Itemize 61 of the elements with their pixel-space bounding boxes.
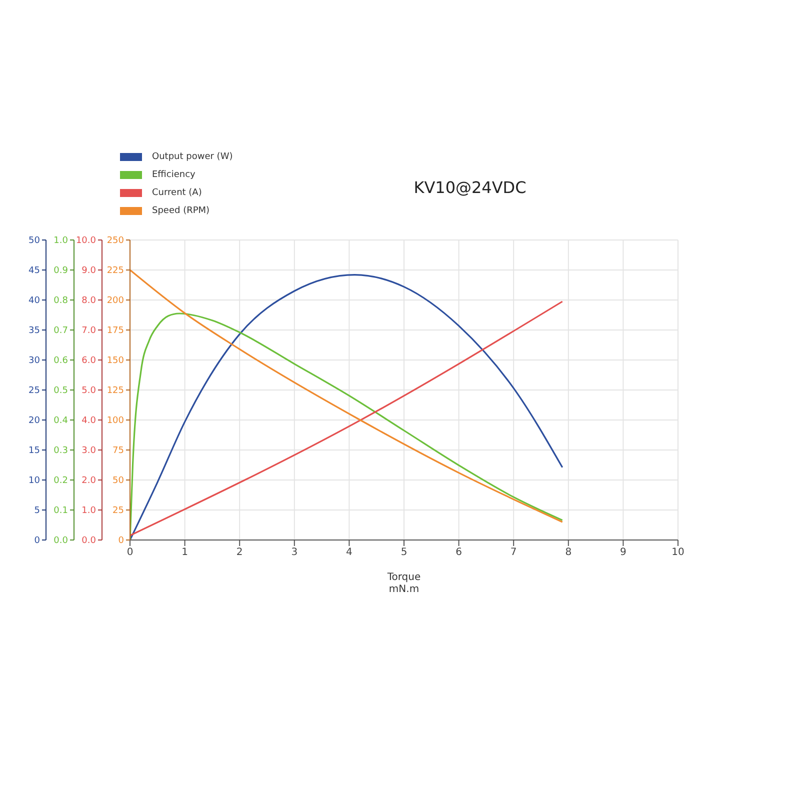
y2-tick-label: 1.0: [54, 236, 68, 246]
y2-tick-label: 0.8: [54, 296, 68, 306]
legend-label: Current (A): [152, 188, 202, 198]
y3-tick-label: 8.0: [82, 296, 96, 306]
x-tick-label: 5: [400, 547, 408, 558]
x-tick-label: 3: [291, 547, 298, 558]
y-tick-label: 175: [106, 326, 124, 336]
x-tick-label: 8: [565, 547, 572, 558]
y3-tick-label: 4.0: [82, 416, 96, 426]
x-tick-label: 6: [456, 547, 462, 558]
y3-tick-label: 5.0: [82, 386, 96, 396]
x-tick-label: 2: [236, 547, 243, 558]
x-axis-title: Torque mN.m: [386, 572, 421, 595]
x-tick-label: 1: [182, 547, 188, 558]
y-tick-label: 35: [28, 326, 40, 336]
y3-tick-label: 1.0: [82, 506, 96, 516]
x-tick-label: 7: [510, 547, 517, 558]
y3-tick-label: 7.0: [82, 326, 96, 336]
y2-tick-label: 0.0: [54, 536, 68, 546]
legend-label: Speed (RPM): [152, 206, 210, 216]
y2-tick-label: 0.5: [54, 386, 68, 396]
y-tick-label: 75: [112, 446, 124, 456]
x-tick-label: 9: [620, 547, 626, 558]
y2-tick-label: 0.6: [54, 356, 68, 366]
x-tick-label: 10: [672, 547, 684, 558]
y-tick-label: 25: [28, 386, 40, 396]
y3-tick-label: 10.0: [76, 236, 96, 246]
y-tick-label: 20: [28, 416, 40, 426]
y-tick-label: 10: [28, 476, 40, 486]
y-tick-label: 45: [28, 266, 40, 276]
y3-tick-label: 3.0: [82, 446, 96, 456]
y3-tick-label: 0.0: [82, 536, 96, 546]
y2-tick-label: 0.9: [54, 266, 68, 276]
y-tick-label: 225: [106, 266, 124, 276]
y2-tick-label: 0.4: [54, 416, 68, 426]
y-tick-label: 15: [28, 446, 40, 456]
y-tick-label: 0: [34, 536, 40, 546]
y-tick-label: 150: [106, 356, 124, 366]
y2-tick-label: 0.3: [54, 446, 68, 456]
y-tick-label: 25: [112, 506, 124, 516]
y-tick-label: 100: [106, 416, 124, 426]
chart-title: KV10@24VDC: [414, 178, 526, 197]
legend-label: Output power (W): [152, 152, 233, 162]
y-tick-label: 125: [106, 386, 124, 396]
y3-tick-label: 9.0: [82, 266, 96, 276]
y2-tick-label: 0.7: [54, 326, 68, 336]
y-tick-label: 50: [28, 236, 40, 246]
y-tick-label: 5: [34, 506, 40, 516]
y-tick-label: 30: [28, 356, 40, 366]
x-tick-label: 4: [346, 547, 352, 558]
y-tick-label: 0: [118, 536, 124, 546]
y-tick-label: 50: [112, 476, 124, 486]
y2-tick-label: 0.2: [54, 476, 68, 486]
y3-tick-label: 6.0: [82, 356, 96, 366]
y3-tick-label: 2.0: [82, 476, 96, 486]
y-tick-label: 250: [106, 236, 124, 246]
legend-label: Efficiency: [152, 170, 196, 180]
y-tick-label: 40: [28, 296, 40, 306]
y-tick-label: 200: [106, 296, 124, 306]
x-tick-label: 0: [126, 547, 134, 558]
y2-tick-label: 0.1: [54, 506, 68, 516]
